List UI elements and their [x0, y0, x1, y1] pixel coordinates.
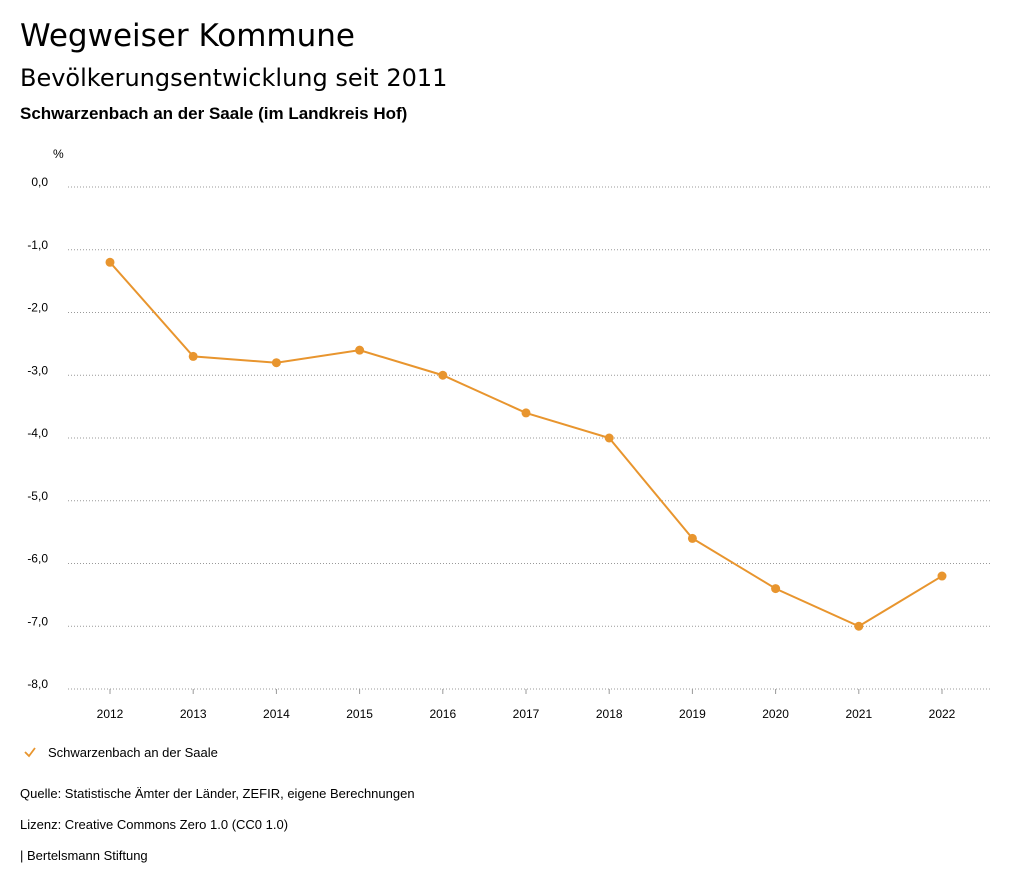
x-tick-label: 2022 [929, 707, 956, 721]
publisher-note: | Bertelsmann Stiftung [20, 848, 148, 863]
x-tick-label: 2014 [263, 707, 290, 721]
grid-lines [68, 186, 990, 690]
data-point[interactable] [105, 257, 115, 267]
line-chart: 0,0 -1,0 -2,0 -3,0 -4,0 -5,0 -6,0 -7,0 -8,0 2012… [27, 147, 990, 721]
checkmark-icon [24, 747, 36, 758]
chart-subtitle: Bevölkerungsentwicklung seit 2011 [20, 64, 448, 92]
series-line [109, 261, 943, 628]
y-tick-labels: 0,0 -1,0 -2,0 -3,0 -4,0 -5,0 -6,0 -7,0 -8,0 [27, 175, 48, 691]
series-schwarzenbach [105, 257, 947, 631]
region-title: Schwarzenbach an der Saale (im Landkreis… [20, 104, 408, 123]
y-tick-label: -5,0 [27, 489, 48, 503]
y-tick-label: -3,0 [27, 363, 48, 377]
x-tick-label: 2012 [97, 707, 124, 721]
data-point[interactable] [271, 358, 281, 368]
data-point[interactable] [771, 584, 781, 594]
legend-label: Schwarzenbach an der Saale [48, 744, 218, 760]
data-point[interactable] [355, 345, 365, 355]
data-point[interactable] [521, 408, 531, 418]
x-tick-label: 2015 [346, 707, 373, 721]
y-tick-label: -8,0 [27, 677, 48, 691]
x-tick-label: 2013 [180, 707, 207, 721]
y-tick-label: -4,0 [27, 426, 48, 440]
data-point[interactable] [854, 621, 864, 631]
data-point[interactable] [188, 351, 198, 361]
y-tick-label: 0,0 [31, 175, 48, 189]
data-point[interactable] [604, 433, 614, 443]
x-tick-label: 2020 [762, 707, 789, 721]
y-tick-label: -2,0 [27, 301, 48, 315]
data-point[interactable] [438, 370, 448, 380]
data-point[interactable] [687, 533, 697, 543]
x-tick-labels: 2012 2013 2014 2015 2016 2017 2018 2019 2020 2021… [97, 689, 956, 721]
y-tick-label: -1,0 [27, 238, 48, 252]
license-note: Lizenz: Creative Commons Zero 1.0 (CC0 1… [20, 817, 289, 832]
x-tick-label: 2018 [596, 707, 623, 721]
chart-legend[interactable]: Schwarzenbach an der Saale [22, 744, 218, 760]
x-tick-label: 2016 [429, 707, 456, 721]
y-unit-label: % [53, 147, 64, 161]
data-point[interactable] [937, 571, 947, 581]
y-tick-label: -6,0 [27, 552, 48, 566]
page-title: Wegweiser Kommune [20, 18, 355, 54]
y-tick-label: -7,0 [27, 614, 48, 628]
x-tick-label: 2017 [513, 707, 540, 721]
source-note: Quelle: Statistische Ämter der Länder, Z… [20, 786, 415, 801]
x-tick-label: 2021 [845, 707, 872, 721]
x-tick-label: 2019 [679, 707, 706, 721]
